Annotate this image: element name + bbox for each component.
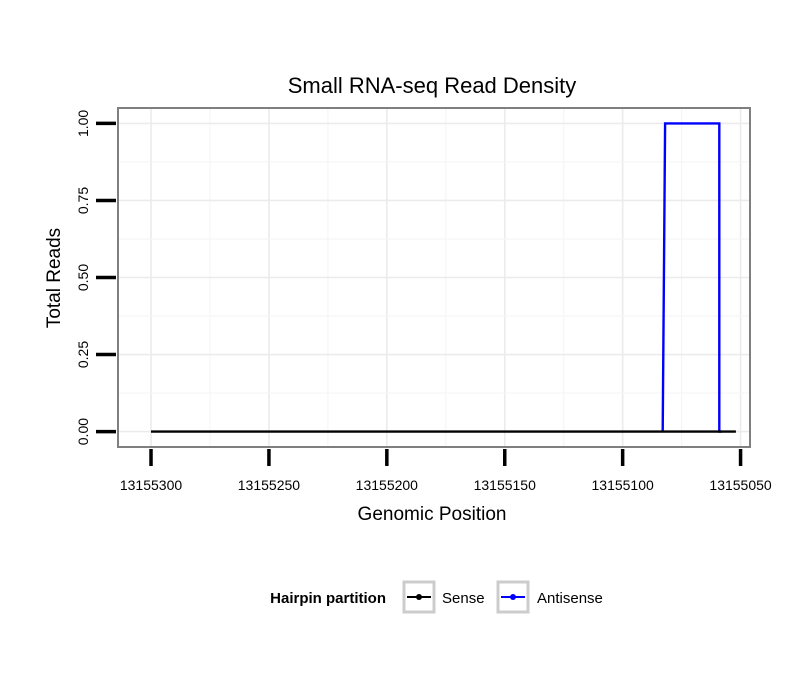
legend-title: Hairpin partition — [270, 590, 386, 607]
y-tick-label: 1.00 — [75, 110, 91, 137]
legend-item-sense: Sense — [402, 580, 485, 614]
y-axis: 0.00 0.25 0.50 0.75 1.00 — [75, 110, 116, 445]
legend: Hairpin partition Sense Antisense — [270, 580, 603, 614]
x-tick-label: 13155300 — [120, 477, 183, 493]
y-tick-label: 0.00 — [75, 418, 91, 445]
x-axis: 13155300 13155250 13155200 13155150 13155100… — [120, 449, 772, 493]
x-axis-title: Genomic Position — [358, 504, 507, 525]
legend-label-antisense: Antisense — [537, 590, 603, 607]
legend-point-sense — [416, 594, 422, 600]
series-lines — [151, 122, 736, 433]
y-axis-title: Total Reads — [44, 228, 65, 328]
x-tick-label: 13155150 — [474, 477, 537, 493]
legend-label-sense: Sense — [442, 590, 485, 607]
x-tick-label: 13155050 — [709, 477, 772, 493]
legend-point-antisense — [510, 594, 516, 600]
x-tick-label: 13155250 — [238, 477, 301, 493]
y-tick-label: 0.75 — [75, 187, 91, 214]
legend-item-antisense: Antisense — [496, 580, 603, 614]
y-tick-label: 0.50 — [75, 264, 91, 291]
x-tick-label: 13155200 — [356, 477, 419, 493]
plot-border — [117, 107, 751, 448]
chart-title: Small RNA-seq Read Density — [288, 73, 577, 98]
x-tick-label: 13155100 — [592, 477, 655, 493]
grid-lines — [118, 108, 750, 447]
y-tick-label: 0.25 — [75, 341, 91, 368]
